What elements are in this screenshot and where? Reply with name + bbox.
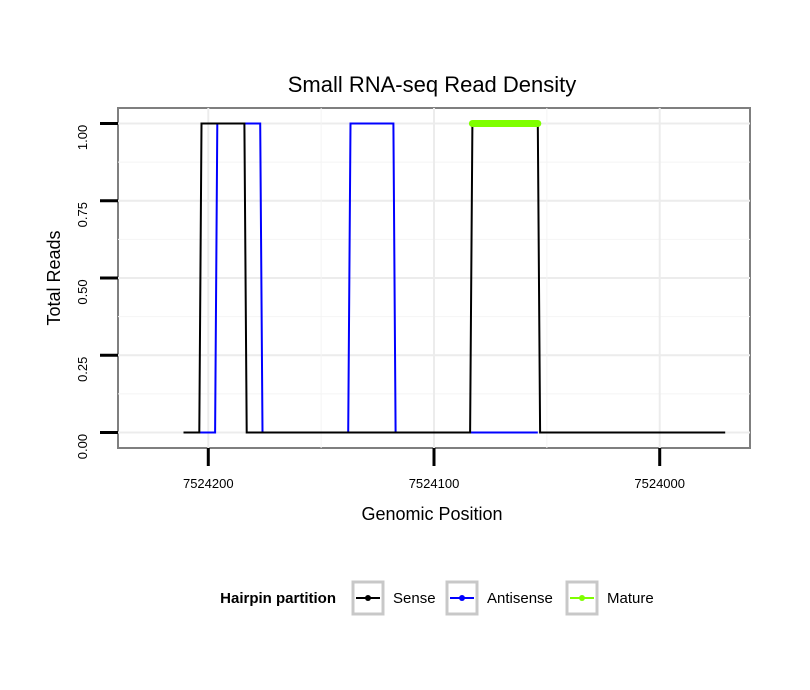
legend-dot-mature (579, 595, 585, 601)
y-tick-label: 0.75 (75, 202, 90, 227)
legend-key-mature (565, 580, 599, 616)
legend-item-mature: Mature (565, 580, 654, 616)
legend-label-antisense: Antisense (487, 590, 553, 607)
series-line-sense (183, 122, 726, 434)
y-axis: 0.00 0.25 0.50 0.75 1.00 (75, 121, 118, 459)
chart-title: Small RNA-seq Read Density (288, 72, 577, 97)
x-tick-label: 7524200 (183, 476, 234, 491)
series-lines (183, 120, 726, 434)
legend: Hairpin partition Sense Antisense Mature (220, 580, 654, 616)
x-axis: 7524200 7524100 7524000 (183, 448, 685, 491)
y-tick-label: 1.00 (75, 125, 90, 150)
legend-title: Hairpin partition (220, 590, 336, 607)
y-tick-label: 0.50 (75, 279, 90, 304)
legend-label-sense: Sense (393, 590, 436, 607)
x-axis-title: Genomic Position (361, 504, 502, 524)
legend-item-sense: Sense (351, 580, 436, 616)
x-tick-label: 7524000 (634, 476, 685, 491)
legend-label-mature: Mature (607, 590, 654, 607)
y-tick-label: 0.25 (75, 357, 90, 382)
x-tick-label: 7524100 (409, 476, 460, 491)
legend-item-antisense: Antisense (445, 580, 553, 616)
y-axis-title: Total Reads (44, 230, 64, 325)
legend-dot-antisense (459, 595, 465, 601)
y-tick-label: 0.00 (75, 434, 90, 459)
legend-dot-sense (365, 595, 371, 601)
